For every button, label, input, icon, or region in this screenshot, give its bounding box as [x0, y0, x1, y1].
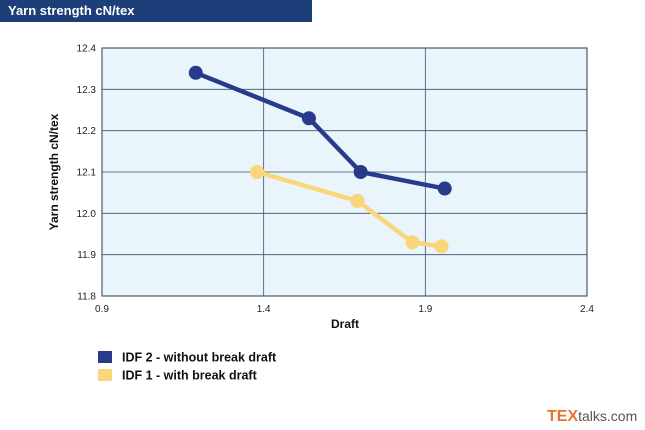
- y-tick-label: 12.0: [77, 209, 97, 220]
- x-tick-label: 1.9: [418, 304, 432, 315]
- legend-swatch-1: [98, 351, 112, 363]
- brand-talks: talks.com: [578, 408, 637, 424]
- series-1-point: [188, 65, 203, 80]
- legend-swatch-2: [98, 369, 112, 381]
- series-1-point: [353, 165, 368, 179]
- series-2-point: [405, 235, 420, 250]
- x-tick-label: 2.4: [580, 304, 594, 315]
- tick-labels: 11.8 11.9 12.0 12.1 12.2 12.3 12.4 0.9 1.4 1.9 2.4: [77, 44, 595, 316]
- y-tick-label: 11.9: [77, 250, 96, 261]
- legend-label-1: IDF 2 - without break draft: [122, 351, 277, 365]
- series-line-1: [193, 70, 447, 191]
- brand-tex: TEX: [547, 408, 578, 425]
- series-2-point: [250, 165, 265, 179]
- series-2-point: [350, 193, 365, 208]
- legend: IDF 2 - without break draft IDF 1 - with …: [98, 351, 277, 383]
- series-line-2: [254, 169, 444, 249]
- y-tick-label: 11.8: [77, 292, 96, 303]
- series-1-point: [437, 181, 452, 196]
- y-tick-label: 12.3: [77, 85, 97, 96]
- legend-label-2: IDF 1 - with break draft: [122, 369, 258, 383]
- x-tick-label: 0.9: [95, 304, 109, 315]
- grid: [102, 48, 587, 296]
- y-tick-label: 12.4: [77, 44, 97, 55]
- chart-title: Yarn strength cN/tex: [0, 0, 312, 22]
- x-axis-title: Draft: [331, 317, 359, 331]
- y-axis-title: Yarn strength cN/tex: [47, 113, 61, 230]
- y-tick-label: 12.1: [77, 168, 97, 179]
- series-layer: [188, 65, 452, 254]
- svg-text:TEXtalks.com: TEXtalks.com: [547, 408, 637, 425]
- series-2-point: [434, 239, 449, 254]
- brand-logo: TEXtalks.com: [547, 408, 637, 425]
- x-tick-label: 1.4: [257, 304, 271, 315]
- y-tick-label: 12.2: [77, 126, 97, 137]
- series-1-point: [301, 111, 316, 126]
